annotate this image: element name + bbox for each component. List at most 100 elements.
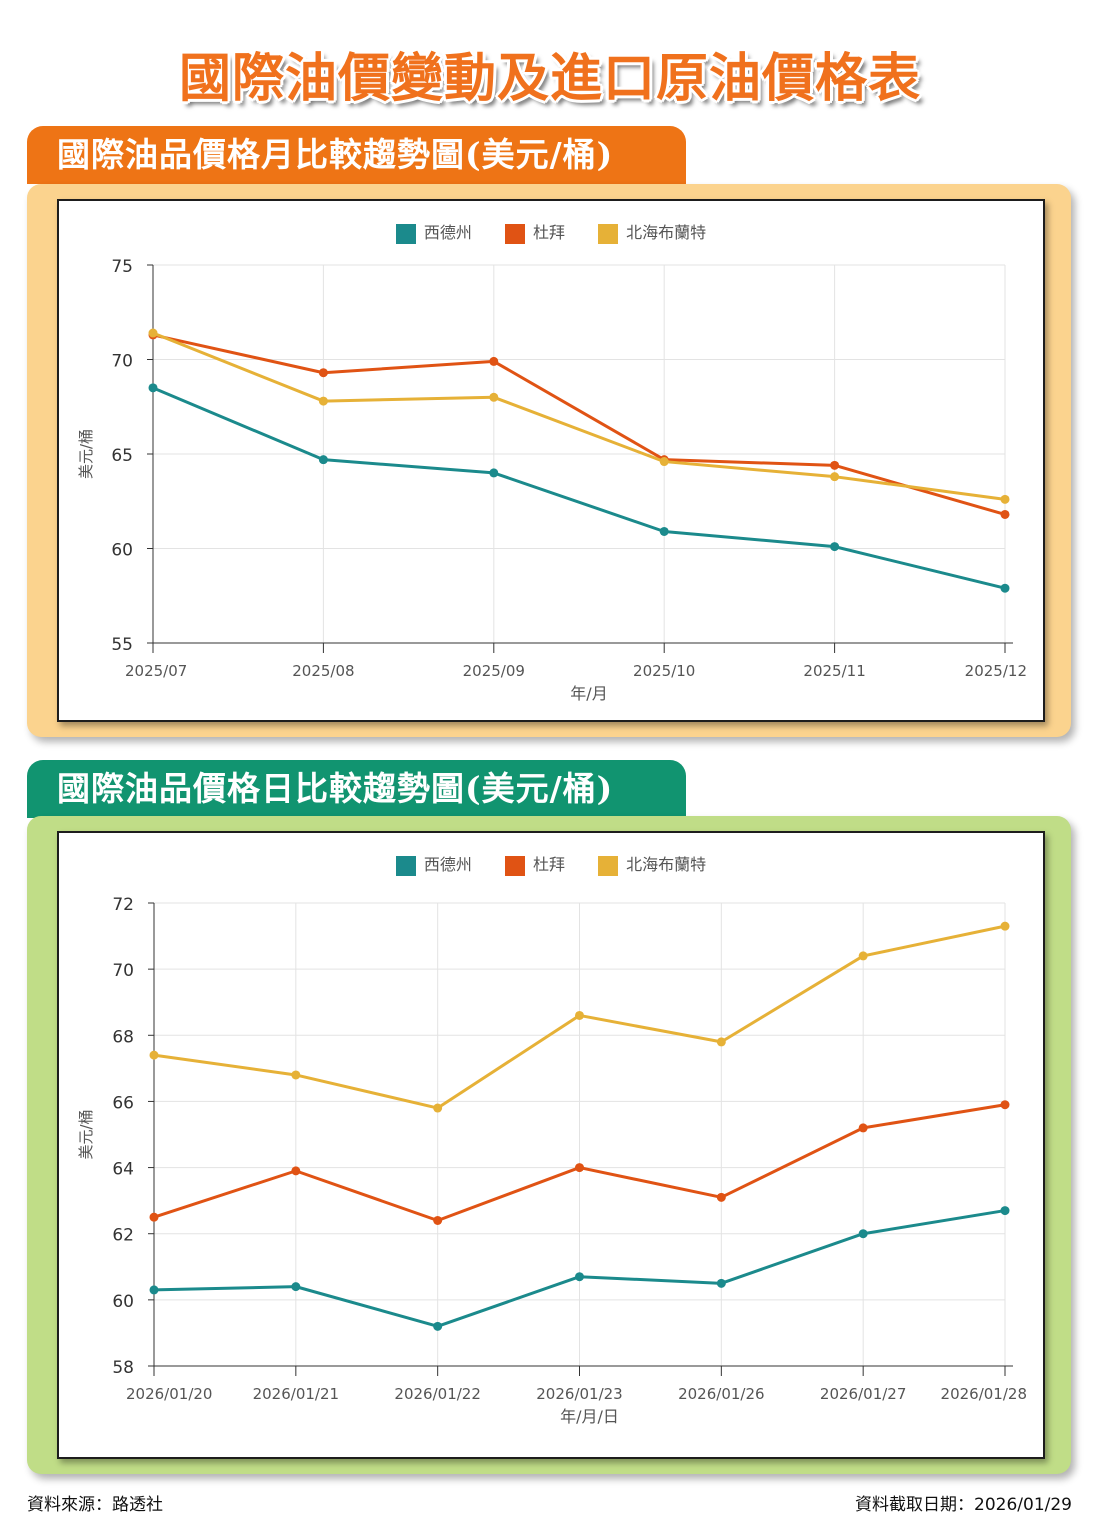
x-tick-label: 2026/01/20 (126, 1385, 212, 1403)
y-tick-label: 70 (112, 961, 134, 981)
data-point-brent[interactable] (659, 457, 669, 467)
y-tick-label: 65 (111, 446, 133, 466)
legend-label-wti: 西德州 (423, 223, 472, 242)
y-tick-label: 62 (112, 1226, 134, 1246)
y-tick-label: 64 (112, 1160, 134, 1180)
x-axis-title: 年/月 (570, 684, 607, 703)
y-tick-label: 55 (111, 635, 133, 655)
series-line-wti (152, 386, 1006, 590)
data-point-wti[interactable] (830, 542, 840, 552)
data-point-wti[interactable] (716, 1278, 726, 1288)
y-tick-label: 66 (112, 1093, 134, 1113)
data-point-brent[interactable] (433, 1103, 443, 1113)
data-point-wti[interactable] (318, 455, 328, 465)
x-tick-label: 2026/01/28 (941, 1385, 1027, 1403)
daily-line-chart: 58 60 62 64 66 68 70 72 2026/01/20 2026/01/21 2026… (77, 895, 1027, 1426)
capture-date: 資料截取日期：2026/01/29 (855, 1495, 1072, 1515)
series-line-brent (152, 331, 1006, 501)
data-point-brent[interactable] (148, 328, 158, 338)
data-point-dubai[interactable] (575, 1163, 584, 1173)
series-line-dubai (152, 333, 1006, 516)
legend-label-dubai: 杜拜 (532, 855, 565, 874)
x-axis-title: 年/月/日 (560, 1407, 619, 1426)
legend-swatch-dubai (504, 223, 525, 244)
legend-swatch-brent (598, 223, 619, 244)
data-point-wti[interactable] (489, 468, 499, 478)
data-point-wti[interactable] (149, 1285, 159, 1295)
x-tick-label: 2025/12 (965, 662, 1027, 680)
daily-chart-panel: 西德州 杜拜 北海布蘭特 58 60 62 64 66 68 70 72 2026/01/20 2… (27, 816, 1071, 1474)
y-axis-title: 美元/桶 (77, 429, 95, 479)
y-tick-label: 60 (111, 541, 133, 561)
data-point-dubai[interactable] (830, 460, 840, 470)
x-tick-label: 2026/01/21 (253, 1385, 339, 1403)
data-point-dubai[interactable] (318, 368, 328, 378)
data-point-dubai[interactable] (1000, 509, 1010, 519)
y-tick-label: 58 (112, 1358, 134, 1378)
x-tick-label: 2025/10 (633, 662, 695, 680)
data-point-dubai[interactable] (291, 1166, 301, 1176)
legend-swatch-dubai (504, 855, 525, 876)
data-point-dubai[interactable] (149, 1212, 159, 1222)
data-point-wti[interactable] (659, 526, 669, 536)
data-point-brent[interactable] (489, 392, 499, 402)
source-note: 資料來源：路透社 (27, 1495, 163, 1515)
monthly-line-chart: 55 60 65 70 75 2025/07 2025/08 2025/09 2025/10 20… (77, 257, 1027, 703)
y-axis-title: 美元/桶 (77, 1109, 95, 1159)
x-tick-label: 2025/08 (292, 662, 354, 680)
data-point-brent[interactable] (858, 951, 868, 961)
x-tick-label: 2026/01/26 (678, 1385, 764, 1403)
data-point-wti[interactable] (575, 1272, 584, 1282)
legend-item-wti[interactable]: 西德州 (395, 851, 472, 876)
daily-chart-title: 國際油品價格日比較趨勢圖(美元/桶) (27, 760, 686, 818)
legend-item-brent[interactable]: 北海布蘭特 (598, 219, 706, 244)
legend-swatch-wti (395, 223, 416, 244)
data-point-wti[interactable] (291, 1282, 301, 1292)
legend-swatch-brent (598, 855, 619, 876)
data-point-brent[interactable] (1000, 494, 1010, 504)
legend-label-brent: 北海布蘭特 (626, 223, 707, 242)
data-point-wti[interactable] (433, 1321, 443, 1331)
daily-chart-box: 西德州 杜拜 北海布蘭特 58 60 62 64 66 68 70 72 2026/01/20 2… (57, 831, 1045, 1459)
legend-label-dubai: 杜拜 (532, 223, 565, 242)
y-tick-label: 72 (112, 895, 134, 915)
legend-item-dubai[interactable]: 杜拜 (504, 851, 565, 876)
x-tick-label: 2026/01/23 (536, 1385, 622, 1403)
data-point-dubai[interactable] (433, 1215, 443, 1225)
y-tick-label: 68 (112, 1027, 134, 1047)
data-point-wti[interactable] (858, 1229, 868, 1239)
monthly-chart-title: 國際油品價格月比較趨勢圖(美元/桶) (27, 126, 686, 184)
daily-legend: 西德州 杜拜 北海布蘭特 (59, 851, 1043, 876)
legend-item-dubai[interactable]: 杜拜 (504, 219, 565, 244)
monthly-chart-panel: 西德州 杜拜 北海布蘭特 55 60 65 70 75 2025/07 2025/08 202… (27, 184, 1071, 737)
data-point-brent[interactable] (575, 1010, 584, 1020)
page-title: 國際油價變動及進口原油價格表 (178, 49, 921, 109)
legend-swatch-wti (395, 855, 416, 876)
data-point-dubai[interactable] (716, 1192, 726, 1202)
data-point-wti[interactable] (148, 383, 158, 393)
legend-item-brent[interactable]: 北海布蘭特 (598, 851, 706, 876)
data-point-dubai[interactable] (858, 1123, 868, 1133)
data-point-brent[interactable] (149, 1050, 159, 1060)
y-tick-label: 70 (111, 352, 133, 372)
data-point-brent[interactable] (291, 1070, 301, 1080)
legend-item-wti[interactable]: 西德州 (395, 219, 472, 244)
data-point-wti[interactable] (1000, 1206, 1010, 1216)
legend-label-wti: 西德州 (423, 855, 472, 874)
x-tick-label: 2026/01/27 (820, 1385, 906, 1403)
y-tick-label: 75 (111, 257, 133, 277)
data-point-brent[interactable] (1000, 921, 1010, 931)
data-point-brent[interactable] (716, 1037, 726, 1047)
data-point-brent[interactable] (830, 472, 840, 482)
monthly-legend: 西德州 杜拜 北海布蘭特 (59, 219, 1043, 244)
data-point-brent[interactable] (318, 396, 328, 406)
data-point-dubai[interactable] (489, 356, 499, 366)
data-point-dubai[interactable] (1000, 1100, 1010, 1110)
x-tick-label: 2026/01/22 (394, 1385, 480, 1403)
y-tick-label: 60 (112, 1292, 134, 1312)
monthly-chart-box: 西德州 杜拜 北海布蘭特 55 60 65 70 75 2025/07 2025/08 202… (57, 199, 1045, 722)
x-tick-label: 2025/09 (463, 662, 525, 680)
data-point-wti[interactable] (1000, 583, 1010, 593)
x-tick-label: 2025/11 (803, 662, 865, 680)
x-tick-label: 2025/07 (125, 662, 187, 680)
